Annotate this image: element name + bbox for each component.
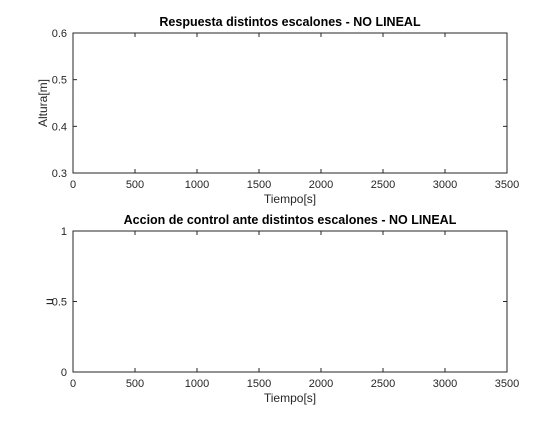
x-tick-label: 1500 [247,179,271,191]
x-axis-label: Tiempo[s] [264,391,316,405]
axes-frame [72,230,508,373]
plot-accion-control: 0 500 1000 1500 2000 2500 3000 3500 0 0.5 1 Accion … [42,213,519,405]
x-tick-label: 2000 [309,378,333,390]
x-tick-label: 500 [126,179,144,191]
x-tick-label: 1000 [185,179,209,191]
x-tick-label: 1500 [247,378,271,390]
y-tick-label: 0 [61,367,67,379]
y-axis-label: u [42,298,56,305]
y-tick-label: 0.5 [52,75,67,87]
x-tick-label: 2000 [309,179,333,191]
x-tick-label: 3500 [495,179,519,191]
x-tick-label: 0 [70,179,76,191]
x-axis-label: Tiempo[s] [264,192,316,206]
x-tick-label: 2500 [371,378,395,390]
x-tick-label: 3500 [495,378,519,390]
x-tick-label: 1000 [185,378,209,390]
y-tick-label: 0.3 [52,168,67,180]
axes-frame [72,32,508,174]
y-axis-label: Altura[m] [36,79,50,127]
x-tick-label: 0 [70,378,76,390]
y-tick-label: 0.5 [52,297,67,309]
x-tick-label: 2500 [371,179,395,191]
x-tick-label: 3000 [433,179,457,191]
chart-title: Respuesta distintos escalones - NO LINEA… [159,15,421,29]
plot-respuesta-altura: 0 500 1000 1500 2000 2500 3000 3500 0.3 0.4 0.5 0.6… [36,15,519,206]
y-tick-label: 1 [61,226,67,238]
chart-title: Accion de control ante distintos escalon… [124,213,457,227]
y-tick-label: 0.4 [52,121,67,133]
x-tick-label: 3000 [433,378,457,390]
y-tick-label: 0.6 [52,28,67,40]
x-tick-label: 500 [126,378,144,390]
